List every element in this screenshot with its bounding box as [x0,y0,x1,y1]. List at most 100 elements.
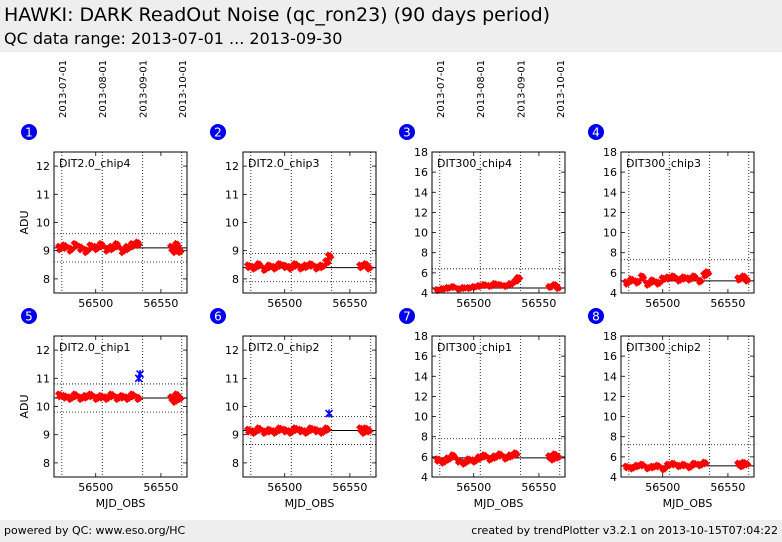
y-tick-label: 8 [232,457,239,470]
y-tick-label: 8 [421,247,428,260]
panel-badge-label: 4 [592,126,600,140]
y-tick-label: 12 [225,344,239,357]
plot-frame [53,151,188,294]
data-point [703,460,710,467]
x-axis-label: MJD_OBS [663,497,713,510]
data-point [745,277,752,284]
chart-grid: 18 9 10 11 12 56500 56550 DIT2.0_chip4 ADU 2013-0… [18,60,755,510]
chart-panel-7: 7 4 6 8 10 12 14 16 18 56500 56550 DIT300_chip1 MJD_… [399,308,566,510]
panel-badge-label: 8 [592,310,600,324]
y-tick-label: 16 [603,350,617,363]
date-tick-label: 2013-09-01 [517,60,528,118]
x-tick-label: 56550 [710,481,745,494]
header-bar: HAWKI: DARK ReadOut Noise (qc_ron23) (90… [0,0,782,52]
y-tick-label: 14 [414,186,428,199]
x-tick-label: 56500 [267,481,302,494]
y-tick-label: 16 [414,350,428,363]
chart-panel-8: 8 4 6 8 10 12 14 16 18 56500 56550 DIT300_chip2 MJD_… [588,308,755,510]
data-point [136,395,143,403]
y-tick-label: 11 [36,188,50,201]
chart-panel-6: 6 8 9 10 11 12 56500 56550 DIT2.0_chip2 MJD_OBS [210,308,377,510]
x-axis-label: MJD_OBS [96,497,146,510]
y-tick-label: 18 [414,330,428,343]
x-tick-label: 56550 [521,481,556,494]
y-tick-label: 4 [421,287,428,300]
panel-badge-label: 3 [403,126,411,140]
panel-title: DIT300_chip3 [626,157,701,170]
chart-panel-3: 3 4 6 8 10 12 14 16 18 56500 56550 DIT300_chip4 2013… [399,60,567,310]
footer-bar: powered by QC: www.eso.org/HC created by… [0,520,782,542]
plot-frame [620,151,755,294]
y-tick-label: 9 [232,245,239,258]
panel-title: DIT2.0_chip2 [248,341,319,354]
y-axis-label: ADU [18,394,31,418]
x-tick-label: 56500 [645,481,680,494]
y-tick-label: 11 [36,372,50,385]
y-tick-label: 4 [421,471,428,484]
y-tick-label: 10 [603,227,617,240]
panel-badge [21,124,37,140]
panel-badge-label: 2 [214,126,222,140]
x-tick-label: 56550 [143,481,178,494]
data-point [136,241,143,248]
x-axis-label: MJD_OBS [474,497,524,510]
y-tick-label: 16 [414,166,428,179]
data-point [705,270,713,277]
panel-badge [210,124,226,140]
x-tick-label: 56550 [332,297,367,310]
y-tick-label: 9 [43,245,50,258]
y-tick-label: 4 [610,471,617,484]
x-tick-label: 56500 [267,297,302,310]
y-tick-label: 18 [603,330,617,343]
x-tick-label: 56500 [645,297,680,310]
x-tick-label: 56500 [78,481,113,494]
y-tick-label: 12 [603,390,617,403]
x-tick-label: 56550 [521,297,556,310]
y-tick-label: 6 [610,451,617,464]
panel-badge [21,308,37,324]
date-tick-label: 2013-08-01 [98,60,109,118]
y-tick-label: 8 [610,431,617,444]
y-tick-label: 8 [610,247,617,260]
panel-badge [588,308,604,324]
panel-title: DIT2.0_chip4 [59,157,130,170]
y-tick-label: 16 [603,166,617,179]
chart-panel-1: 1 8 9 10 11 12 56500 56550 DIT2.0_chip4 ADU 2013-0… [18,60,189,310]
y-tick-label: 9 [43,429,50,442]
y-tick-label: 10 [414,227,428,240]
y-tick-label: 10 [225,401,239,414]
y-tick-label: 8 [232,273,239,286]
y-tick-label: 9 [232,429,239,442]
footer-credit: powered by QC: www.eso.org/HC [4,524,186,537]
x-tick-label: 56500 [456,297,491,310]
panel-badge [399,308,415,324]
data-point [327,253,335,261]
chart-panel-4: 4 4 6 8 10 12 14 16 18 56500 56550 DIT300_chip3 [588,124,755,310]
plot-frame [431,335,566,478]
y-tick-label: 14 [414,370,428,383]
chart-panel-2: 2 8 9 10 11 12 56500 56550 DIT2.0_chip3 [210,124,377,310]
y-tick-label: 14 [603,370,617,383]
y-tick-label: 12 [225,160,239,173]
y-tick-label: 18 [603,146,617,159]
data-point-outlier [324,409,334,418]
y-tick-label: 10 [36,401,50,414]
y-tick-label: 4 [610,287,617,300]
y-tick-label: 6 [421,451,428,464]
footer-generator: created by trendPlotter v3.2.1 on 2013-1… [471,524,778,537]
y-tick-label: 14 [603,186,617,199]
date-tick-label: 2013-10-01 [556,60,567,118]
y-tick-label: 6 [610,267,617,280]
y-tick-label: 18 [414,146,428,159]
data-point [325,426,332,434]
chart-panel-5: 5 8 9 10 11 12 56500 56550 DIT2.0_chip1 ADU MJD_OB… [18,308,188,510]
y-tick-label: 10 [603,411,617,424]
x-tick-label: 56500 [456,481,491,494]
y-tick-label: 6 [421,267,428,280]
panel-badge-label: 7 [403,310,411,324]
y-tick-label: 12 [603,206,617,219]
panel-badge-label: 5 [25,310,33,324]
x-tick-label: 56550 [710,297,745,310]
data-point [325,259,332,267]
panel-title: DIT2.0_chip1 [59,341,130,354]
